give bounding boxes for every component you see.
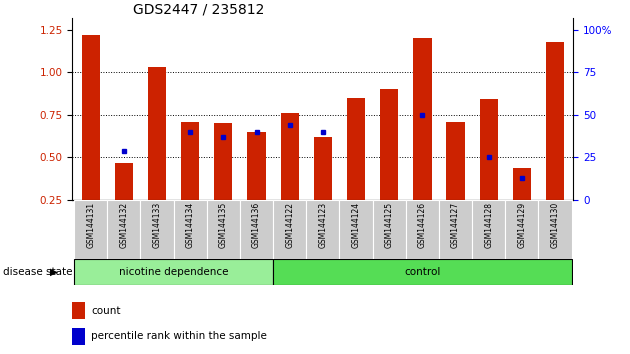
Bar [513,168,531,200]
Text: GSM144135: GSM144135 [219,202,228,248]
Bar [181,122,199,200]
Text: ▶: ▶ [50,267,58,277]
Bar [380,89,398,200]
Bar [174,200,207,260]
Text: GSM144128: GSM144128 [484,202,493,248]
Text: GSM144126: GSM144126 [418,202,427,248]
Bar [81,35,100,200]
Bar [72,328,85,345]
Text: GSM144131: GSM144131 [86,202,95,248]
Text: GSM144123: GSM144123 [318,202,328,248]
Bar [372,200,406,260]
Text: GSM144133: GSM144133 [152,202,161,248]
Bar [439,200,472,260]
Text: GSM144130: GSM144130 [551,202,559,248]
Text: GSM144136: GSM144136 [252,202,261,248]
Bar [546,41,564,200]
Text: GSM144129: GSM144129 [517,202,527,248]
Text: GSM144122: GSM144122 [285,202,294,248]
Bar [148,67,166,200]
Bar [207,200,240,260]
Text: GDS2447 / 235812: GDS2447 / 235812 [132,2,264,17]
Text: GSM144127: GSM144127 [451,202,460,248]
Bar [406,200,439,260]
Bar [280,113,299,200]
Bar [74,259,273,285]
Bar [347,98,365,200]
Bar [273,200,306,260]
Bar [74,200,107,260]
Bar [273,259,571,285]
Bar [539,200,571,260]
Bar [505,200,539,260]
Text: GSM144124: GSM144124 [352,202,360,248]
Bar [314,137,332,200]
Bar [214,123,232,200]
Bar [479,99,498,200]
Bar [72,302,85,319]
Text: GSM144125: GSM144125 [385,202,394,248]
Bar [340,200,372,260]
Text: percentile rank within the sample: percentile rank within the sample [91,331,267,341]
Bar [115,162,133,200]
Bar [472,200,505,260]
Text: GSM144134: GSM144134 [186,202,195,248]
Text: disease state: disease state [3,267,72,277]
Bar [107,200,140,260]
Bar [140,200,174,260]
Bar [306,200,340,260]
Text: nicotine dependence: nicotine dependence [119,267,228,277]
Text: GSM144132: GSM144132 [119,202,129,248]
Text: control: control [404,267,440,277]
Bar [240,200,273,260]
Bar [447,122,465,200]
Bar [248,132,266,200]
Bar [413,38,432,200]
Text: count: count [91,306,121,316]
